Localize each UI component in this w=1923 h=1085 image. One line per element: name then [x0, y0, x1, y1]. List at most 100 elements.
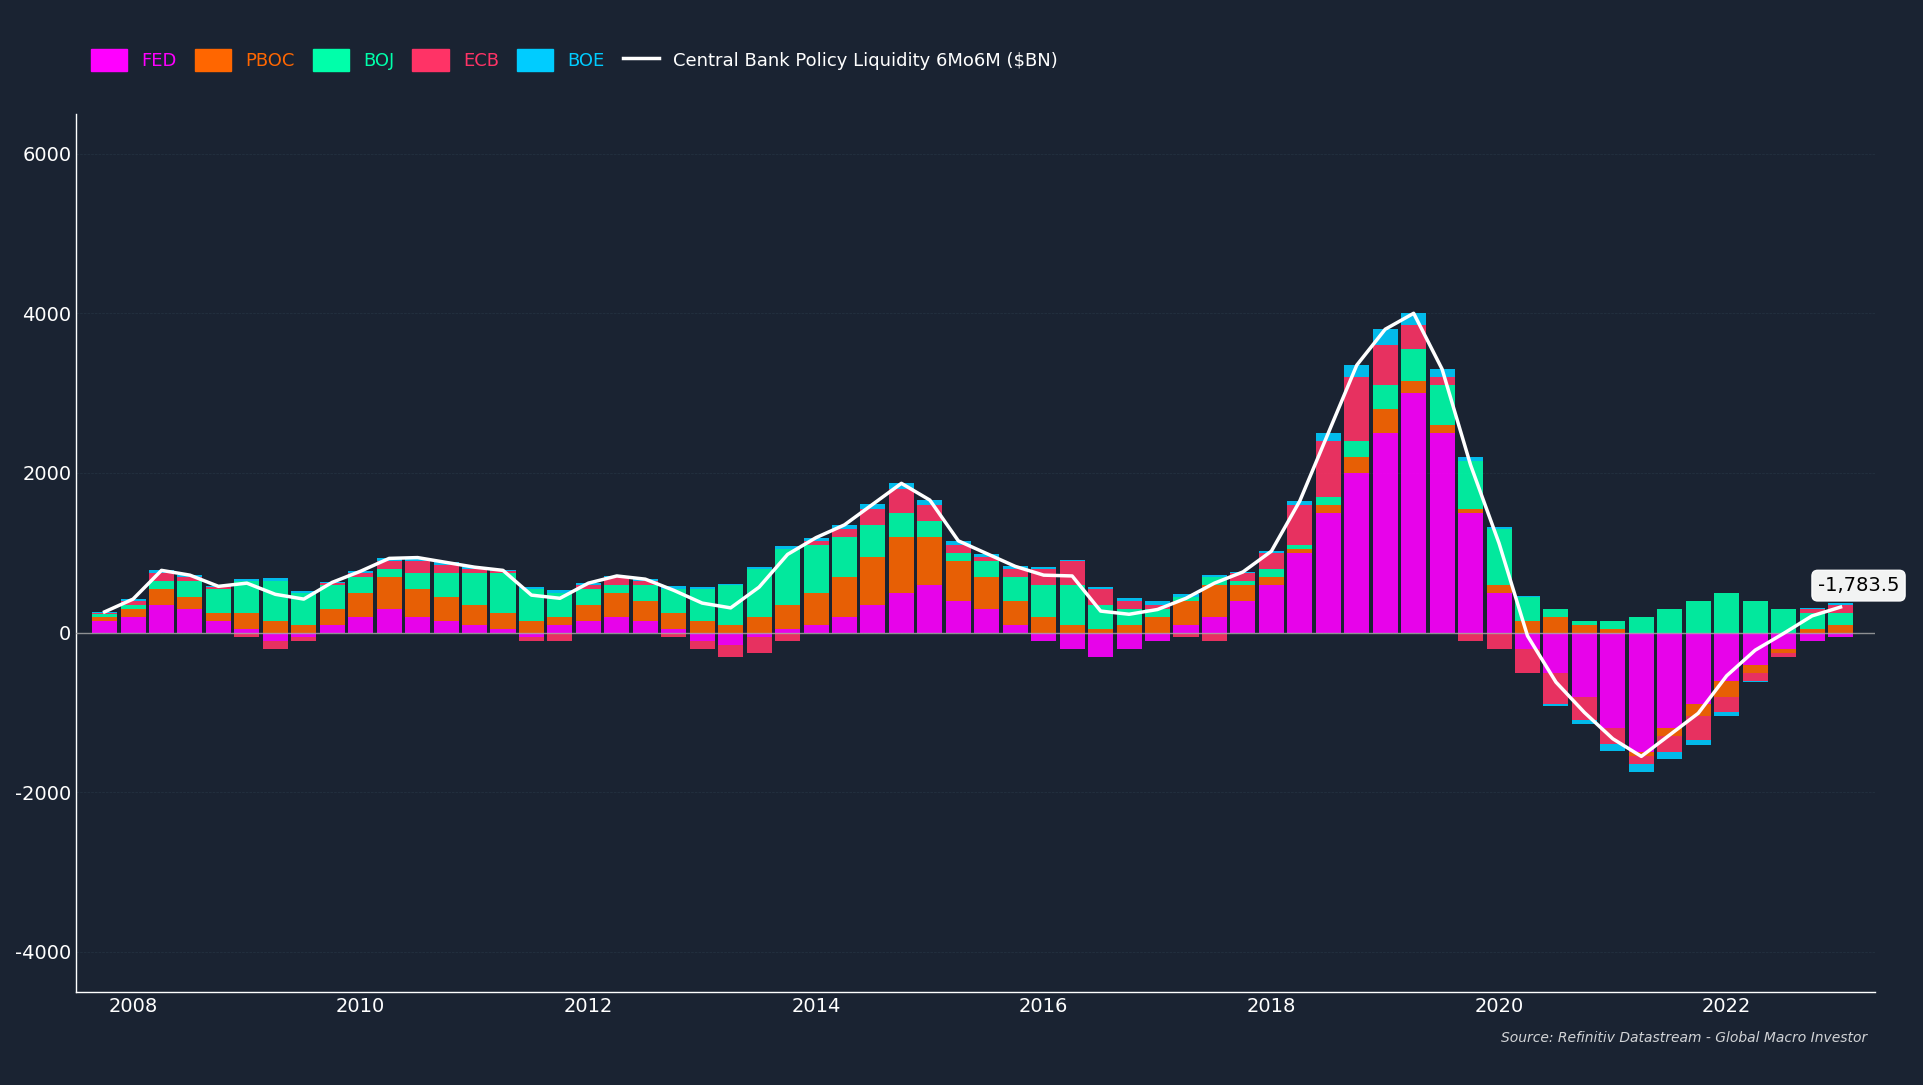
Bar	[348, 577, 373, 592]
Bar	[775, 633, 800, 640]
Bar	[717, 644, 742, 656]
Bar	[775, 549, 800, 604]
Bar	[462, 604, 487, 625]
Bar	[1513, 633, 1538, 649]
Bar	[1144, 633, 1169, 640]
Bar	[1513, 597, 1538, 621]
Bar	[804, 538, 829, 540]
Bar	[121, 599, 146, 601]
Bar	[548, 590, 573, 592]
Bar	[1542, 704, 1567, 706]
Bar	[319, 585, 344, 609]
Bar	[1315, 441, 1340, 497]
Bar	[1571, 697, 1596, 720]
Bar	[1486, 585, 1511, 592]
Bar	[1173, 601, 1198, 625]
Bar	[177, 580, 202, 597]
Bar	[1229, 580, 1256, 585]
Bar	[1115, 601, 1140, 609]
Bar	[1371, 385, 1396, 409]
Bar	[1629, 756, 1654, 764]
Bar	[177, 577, 202, 580]
Bar	[1173, 595, 1198, 597]
Bar	[290, 592, 315, 625]
Bar	[1371, 345, 1396, 385]
Bar	[1173, 625, 1198, 633]
Bar	[1571, 621, 1596, 625]
Bar	[575, 589, 600, 604]
Bar	[1458, 633, 1483, 640]
Bar	[1344, 378, 1369, 441]
Bar	[1771, 649, 1796, 652]
Bar	[406, 573, 431, 589]
Bar	[973, 561, 998, 577]
Bar	[1827, 603, 1852, 604]
Bar	[1088, 633, 1113, 656]
Bar	[406, 616, 431, 633]
Bar	[1258, 585, 1283, 633]
Bar	[406, 589, 431, 616]
Bar	[148, 580, 173, 589]
Bar	[775, 604, 800, 628]
Bar	[1713, 592, 1738, 633]
Bar	[575, 583, 600, 585]
Bar	[1400, 381, 1425, 393]
Bar	[633, 621, 658, 633]
Bar	[575, 585, 600, 589]
Bar	[717, 633, 742, 644]
Bar	[1088, 604, 1113, 628]
Bar	[1656, 728, 1681, 737]
Bar	[973, 553, 998, 557]
Bar	[888, 489, 913, 513]
Bar	[348, 592, 373, 616]
Bar	[1344, 473, 1369, 633]
Bar	[946, 601, 971, 633]
Bar	[917, 537, 942, 585]
Bar	[1344, 441, 1369, 457]
Bar	[662, 628, 687, 633]
Bar	[1002, 625, 1027, 633]
Bar	[1827, 613, 1852, 625]
Bar	[1742, 680, 1767, 682]
Bar	[1458, 513, 1483, 633]
Bar	[121, 601, 146, 604]
Bar	[263, 580, 288, 621]
Text: -1,783.5: -1,783.5	[1817, 576, 1898, 595]
Bar	[633, 579, 658, 580]
Bar	[1571, 625, 1596, 633]
Bar	[462, 625, 487, 633]
Bar	[319, 625, 344, 633]
Bar	[263, 621, 288, 633]
Bar	[1344, 366, 1369, 378]
Bar	[490, 571, 515, 573]
Bar	[860, 505, 885, 509]
Bar	[121, 616, 146, 633]
Bar	[1742, 665, 1767, 673]
Bar	[263, 578, 288, 580]
Bar	[1002, 569, 1027, 577]
Bar	[206, 589, 231, 613]
Bar	[1656, 737, 1681, 752]
Bar	[633, 580, 658, 585]
Bar	[1685, 633, 1710, 704]
Bar	[1713, 633, 1738, 680]
Bar	[548, 592, 573, 616]
Bar	[235, 579, 260, 580]
Bar	[1458, 461, 1483, 509]
Bar	[917, 500, 942, 505]
Legend: FED, PBOC, BOJ, ECB, BOE, Central Bank Policy Liquidity 6Mo6M ($BN): FED, PBOC, BOJ, ECB, BOE, Central Bank P…	[85, 43, 1063, 77]
Bar	[775, 547, 800, 549]
Bar	[662, 613, 687, 628]
Bar	[1229, 573, 1256, 580]
Bar	[1371, 409, 1396, 433]
Bar	[290, 637, 315, 640]
Bar	[746, 637, 771, 652]
Bar	[973, 609, 998, 633]
Bar	[92, 614, 117, 616]
Bar	[1771, 652, 1796, 656]
Bar	[206, 613, 231, 621]
Bar	[688, 640, 713, 649]
Bar	[1600, 628, 1625, 633]
Bar	[1202, 575, 1227, 577]
Bar	[860, 557, 885, 604]
